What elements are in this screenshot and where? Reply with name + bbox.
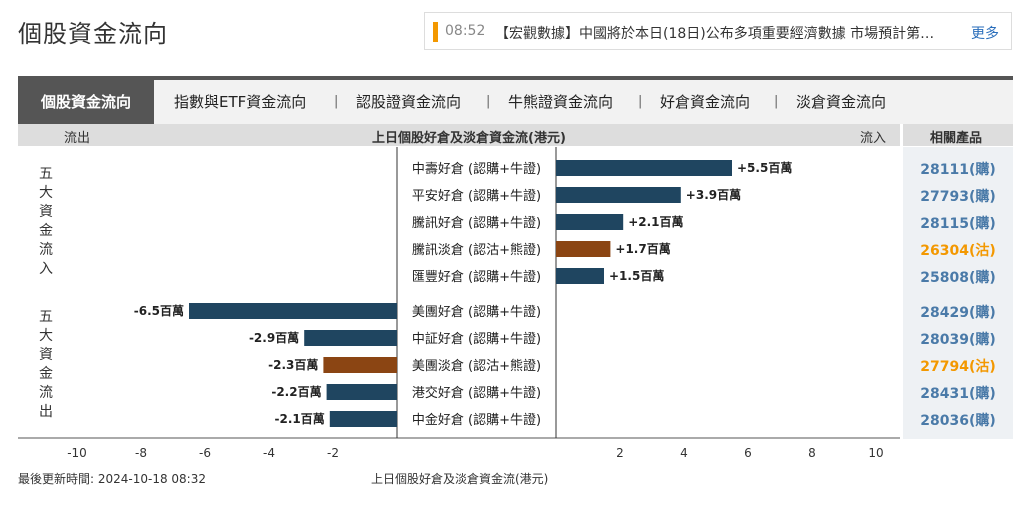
category-label: 騰訊淡倉 (認沽+熊證)	[412, 242, 541, 258]
bar	[556, 268, 604, 284]
chart-title: 上日個股好倉及淡倉資金流(港元)	[372, 131, 566, 146]
bar	[189, 303, 397, 319]
product-link[interactable]: 27793(購)	[920, 189, 996, 205]
product-link[interactable]: 28036(購)	[920, 413, 996, 429]
product-link[interactable]: 28111(購)	[920, 162, 996, 178]
chart-header-bar	[18, 124, 900, 146]
bar	[556, 214, 624, 230]
tab-separator: |	[638, 94, 643, 109]
product-link[interactable]: 28039(購)	[920, 332, 996, 348]
x-tick-label: -4	[263, 446, 275, 460]
tab-bar: 個股資金流向 指數與ETF資金流向 | 認股證資金流向 | 牛熊證資金流向 | …	[18, 80, 1013, 124]
product-link[interactable]: 28429(購)	[920, 305, 996, 321]
category-label: 美團淡倉 (認沽+熊證)	[412, 358, 541, 374]
x-tick-label: 2	[616, 446, 624, 460]
bar	[556, 160, 732, 176]
category-label: 中金好倉 (認購+牛證)	[412, 412, 541, 428]
data-label: -2.2百萬	[271, 384, 321, 399]
category-label: 平安好倉 (認購+牛證)	[412, 188, 541, 204]
bar	[323, 357, 397, 373]
axis-caption: 上日個股好倉及淡倉資金流(港元)	[371, 472, 549, 486]
category-label: 港交好倉 (認購+牛證)	[412, 385, 541, 401]
x-tick-label: 4	[680, 446, 688, 460]
tab-cbbc-flow[interactable]: 牛熊證資金流向	[508, 93, 614, 111]
data-label: -2.3百萬	[268, 357, 318, 372]
data-label: -2.1百萬	[275, 411, 325, 426]
tab-index-etf-flow[interactable]: 指數與ETF資金流向	[174, 93, 307, 111]
bar	[326, 384, 397, 400]
data-label: +3.9百萬	[686, 187, 741, 202]
data-label: -6.5百萬	[134, 303, 184, 318]
bar	[329, 411, 397, 427]
category-label: 匯豐好倉 (認購+牛證)	[412, 269, 541, 285]
product-link[interactable]: 28431(購)	[920, 386, 996, 402]
bar	[556, 187, 681, 203]
category-label: 騰訊好倉 (認購+牛證)	[412, 215, 541, 231]
inflow-header: 流入	[860, 131, 887, 146]
tab-long-flow[interactable]: 好倉資金流向	[660, 93, 751, 111]
product-link[interactable]: 28115(購)	[920, 216, 996, 232]
tab-warrant-flow[interactable]: 認股證資金流向	[356, 93, 462, 111]
data-label: +2.1百萬	[628, 214, 683, 229]
x-tick-label: 8	[808, 446, 816, 460]
x-tick-label: -2	[327, 446, 339, 460]
tab-top-rule	[18, 76, 1013, 80]
tab-stock-flow[interactable]: 個股資金流向	[18, 80, 154, 124]
ticker-time: 08:52	[445, 23, 486, 39]
tab-separator: |	[334, 94, 339, 109]
data-label: +1.5百萬	[609, 268, 664, 283]
news-ticker[interactable]: 08:52 【宏觀數據】中國將於本日(18日)公布多項重要經濟數據 市場預計第……	[424, 12, 1012, 50]
data-label: +5.5百萬	[737, 160, 792, 175]
last-updated: 最後更新時間: 2024-10-18 08:32	[18, 472, 206, 486]
product-link[interactable]: 27794(沽)	[920, 359, 996, 375]
tab-separator: |	[774, 94, 779, 109]
product-header-bar	[903, 124, 1013, 146]
x-tick-label: -6	[199, 446, 211, 460]
page-title: 個股資金流向	[18, 20, 168, 48]
ticker-accent-bar	[433, 22, 438, 42]
data-label: +1.7百萬	[615, 241, 670, 256]
bar	[304, 330, 397, 346]
outflow-header: 流出	[64, 131, 91, 146]
bar	[556, 241, 611, 257]
ticker-more-link[interactable]: 更多	[971, 26, 999, 42]
product-header: 相關產品	[930, 131, 983, 146]
category-label: 美團好倉 (認購+牛證)	[412, 304, 541, 320]
tab-separator: |	[486, 94, 491, 109]
x-tick-label: 10	[868, 446, 883, 460]
x-tick-label: 6	[744, 446, 752, 460]
x-tick-label: -8	[135, 446, 147, 460]
data-label: -2.9百萬	[249, 330, 299, 345]
category-label: 中壽好倉 (認購+牛證)	[412, 161, 541, 177]
product-link[interactable]: 26304(沽)	[920, 243, 996, 259]
group-inflow-label: 五大資金流入	[39, 166, 53, 277]
group-outflow-label: 五大資金流出	[39, 309, 53, 420]
category-label: 中証好倉 (認購+牛證)	[412, 331, 541, 347]
x-tick-label: -10	[67, 446, 87, 460]
tab-short-flow[interactable]: 淡倉資金流向	[796, 93, 887, 111]
product-link[interactable]: 25808(購)	[920, 270, 996, 286]
